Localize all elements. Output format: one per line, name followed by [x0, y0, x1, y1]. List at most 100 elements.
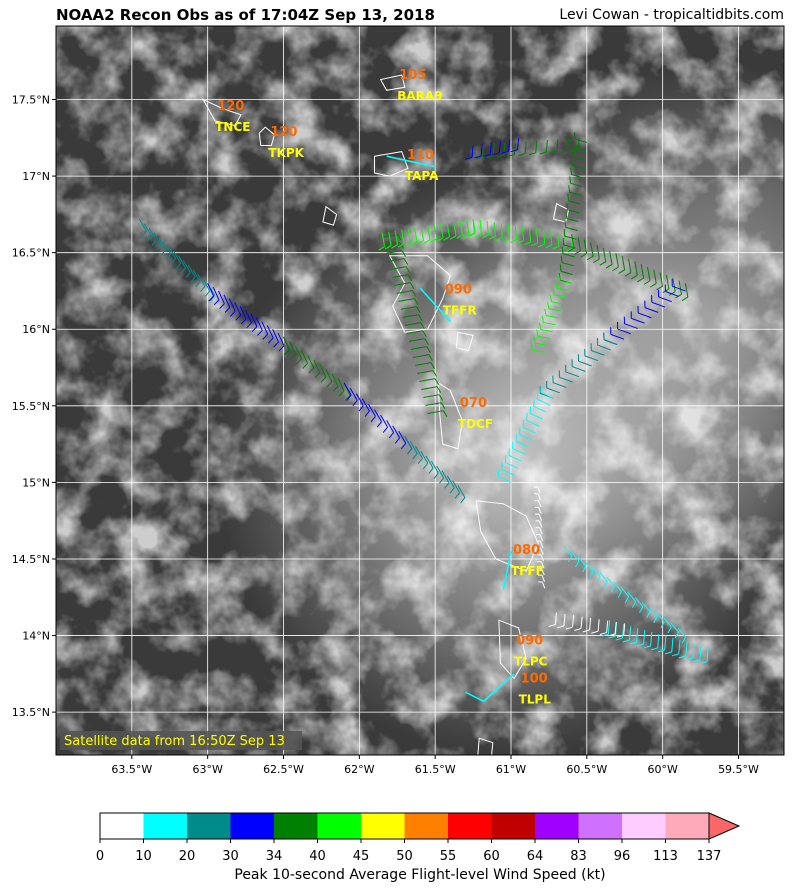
wind-barb	[415, 445, 423, 459]
colorbar-bin	[187, 813, 231, 839]
wind-barb	[562, 253, 575, 258]
wind-barb	[402, 314, 419, 318]
island-outline	[379, 74, 406, 91]
wind-barb	[684, 283, 689, 298]
wind-barb	[554, 294, 567, 298]
wind-barb-flag	[428, 467, 434, 474]
wind-barb	[647, 266, 651, 281]
wind-barb-flag	[262, 333, 269, 340]
colorbar-bin	[100, 813, 144, 839]
wind-barb-flag	[378, 246, 385, 251]
wind-barb-flag	[507, 153, 515, 157]
wind-barb	[640, 264, 645, 279]
colorbar-bin	[578, 813, 622, 839]
y-tick-label: 16.5°N	[12, 247, 50, 260]
wind-barb-flag	[610, 586, 615, 593]
wind-barb	[522, 426, 536, 434]
wind-barb-flag	[629, 641, 637, 645]
x-tick-label: 61.5°W	[415, 763, 456, 776]
wind-barb	[406, 330, 423, 334]
wind-barb-tracks	[138, 132, 709, 703]
wind-barb	[433, 224, 438, 239]
wind-barb-flag	[430, 362, 435, 369]
wind-barb-flag	[501, 150, 509, 154]
wind-barb	[425, 402, 442, 406]
wind-barb	[452, 480, 461, 493]
wind-barb-flag	[444, 482, 450, 489]
colorbar-bin	[448, 813, 492, 839]
wind-barb	[580, 616, 583, 629]
wind-barb	[446, 222, 451, 237]
island-outline	[374, 151, 409, 177]
wind-barb	[577, 236, 581, 251]
wind-barb-flag	[528, 152, 536, 156]
wind-barb	[615, 253, 619, 268]
wind-barb	[627, 592, 637, 602]
wind-barb	[261, 321, 269, 335]
wind-barb-flag	[440, 402, 446, 409]
wind-barb	[550, 230, 553, 245]
wind-barb	[665, 291, 679, 297]
wind-barb	[649, 607, 658, 618]
island-outline	[322, 205, 338, 226]
island-outline	[258, 126, 275, 146]
wind-barb	[295, 345, 303, 359]
wind-barb-flag	[257, 330, 263, 336]
wind-barb-flag	[650, 647, 658, 651]
island-outline	[455, 331, 474, 352]
wind-barb	[466, 219, 470, 234]
wind-barb	[381, 234, 398, 238]
wind-barb	[540, 391, 554, 399]
wind-barb	[374, 409, 382, 423]
wind-barb	[678, 280, 683, 295]
wind-barb-flag	[560, 150, 568, 153]
wind-barb-flag	[407, 274, 413, 281]
wind-barb-flag	[541, 574, 545, 582]
wind-barb-flag	[639, 606, 644, 614]
wind-barb-flag	[486, 155, 494, 159]
wind-barb	[610, 333, 625, 340]
wind-barb-flag	[426, 346, 431, 353]
wind-barb	[401, 229, 405, 244]
wind-barb	[192, 269, 201, 282]
wind-barb-flag	[344, 395, 351, 401]
wind-barb-flag	[449, 235, 457, 240]
island-outline	[498, 619, 527, 680]
wind-barb-flag	[608, 635, 616, 639]
wind-barb	[606, 576, 615, 587]
wind-barb-flag	[552, 245, 560, 250]
wind-barb	[505, 461, 519, 469]
wind-barb-flag	[465, 156, 473, 160]
wind-barb	[650, 631, 653, 647]
island-outline	[437, 381, 464, 450]
wind-barb	[529, 412, 544, 420]
wind-barb	[486, 221, 489, 236]
wind-barb	[563, 546, 573, 557]
wind-barb-flag	[417, 240, 424, 245]
wind-barb	[706, 647, 709, 662]
wind-barb	[613, 581, 622, 592]
wind-barb-flag	[510, 149, 518, 153]
wind-barb-flag	[481, 234, 489, 239]
wind-barb	[392, 425, 401, 439]
wind-barb-flag	[166, 253, 172, 260]
wind-barb	[651, 301, 666, 308]
wind-barb-flag	[273, 341, 279, 348]
wind-barb-flag	[432, 370, 438, 377]
wind-barb	[570, 551, 580, 562]
wind-barb	[548, 308, 561, 312]
wind-barb-flag	[418, 314, 423, 321]
wind-barb-flag	[267, 337, 274, 344]
wind-barb	[250, 313, 258, 327]
wind-barb-flag	[555, 281, 558, 289]
page-title: NOAA2 Recon Obs as of 17:04Z Sep 13, 201…	[56, 6, 435, 24]
colorbar-bin	[274, 813, 318, 839]
wind-barb-flag	[384, 245, 392, 250]
wind-barb-flag	[700, 661, 708, 665]
wind-barb-flag	[643, 280, 651, 285]
wind-barb	[234, 302, 242, 316]
wind-barb	[507, 139, 510, 152]
wind-barb	[177, 255, 186, 269]
x-tick-label: 63.5°W	[111, 763, 152, 776]
wind-barb-flag	[539, 534, 544, 542]
